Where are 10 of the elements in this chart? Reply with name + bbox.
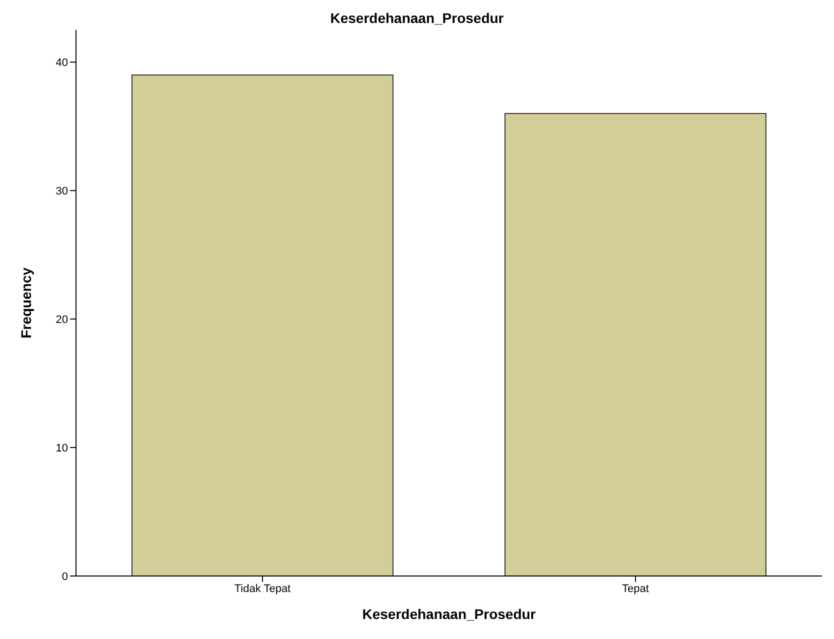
y-tick-label: 30 [56, 185, 68, 198]
x-tick-label: Tidak Tepat [234, 582, 291, 595]
y-tick-label: 40 [56, 57, 68, 70]
x-axis-title: Keserdehanaan_Prosedur [362, 606, 536, 622]
y-tick-label: 10 [56, 442, 68, 454]
x-tick-label: Tepat [622, 582, 649, 595]
y-tick-label: 0 [62, 570, 68, 583]
y-axis-title: Frequency [18, 267, 34, 338]
y-tick-label: 20 [56, 314, 68, 326]
chart-title: Keserdehanaan_Prosedur [329, 9, 505, 28]
